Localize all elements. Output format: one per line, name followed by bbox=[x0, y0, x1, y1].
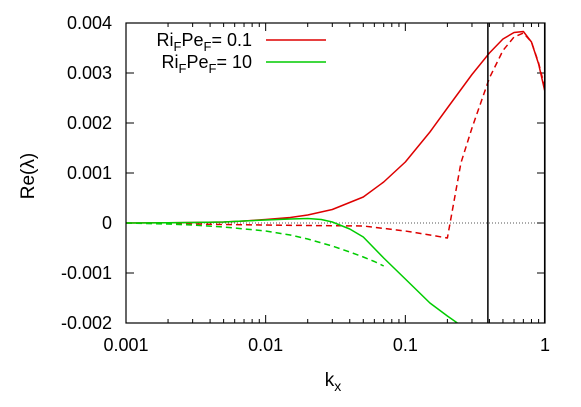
legend-label-part: Pe bbox=[186, 52, 208, 72]
legend-label-part: = 10 bbox=[216, 52, 252, 72]
legend-label-part: Pe bbox=[181, 30, 203, 50]
y-tick-label: 0.004 bbox=[67, 13, 112, 33]
y-tick-label: 0.001 bbox=[67, 163, 112, 183]
y-tick-label: -0.002 bbox=[61, 313, 112, 333]
legend-label-subscript: F bbox=[179, 61, 187, 76]
legend-label-subscript: F bbox=[209, 61, 217, 76]
y-tick-label: 0.002 bbox=[67, 113, 112, 133]
legend-label-subscript: F bbox=[204, 39, 212, 54]
x-tick-label: 0.001 bbox=[103, 335, 148, 355]
x-tick-label: 0.01 bbox=[248, 335, 283, 355]
series-line-2-solid bbox=[126, 217, 459, 323]
x-tick-label: 0.1 bbox=[393, 335, 418, 355]
x-axis-label: kx bbox=[325, 370, 342, 394]
legend-label-subscript: F bbox=[174, 39, 182, 54]
x-tick-label: 1 bbox=[540, 335, 550, 355]
legend-label-part: Ri bbox=[157, 30, 174, 50]
axes-layer: -0.002 -0.001 0 0.001 0.002 0.003 0.004 0.001 0.… bbox=[61, 13, 550, 355]
plot-frame-layer bbox=[125, 22, 546, 324]
series-layer bbox=[126, 30, 545, 323]
y-tick-label: 0.003 bbox=[67, 63, 112, 83]
series-line-1-dashed bbox=[126, 32, 545, 239]
y-tick-label: -0.001 bbox=[61, 263, 112, 283]
plot-frame bbox=[125, 22, 546, 324]
legend-label: RiFPeF= 0.1 bbox=[157, 30, 252, 54]
series-group bbox=[126, 30, 545, 323]
y-axis-label: Re(λ) bbox=[18, 153, 39, 199]
legend-label: RiFPeF= 10 bbox=[162, 52, 252, 76]
legend-label-part: Ri bbox=[162, 52, 179, 72]
y-tick-label: 0 bbox=[102, 213, 112, 233]
series-line-3-dashed bbox=[126, 222, 385, 267]
legend-label-part: = 0.1 bbox=[211, 30, 252, 50]
